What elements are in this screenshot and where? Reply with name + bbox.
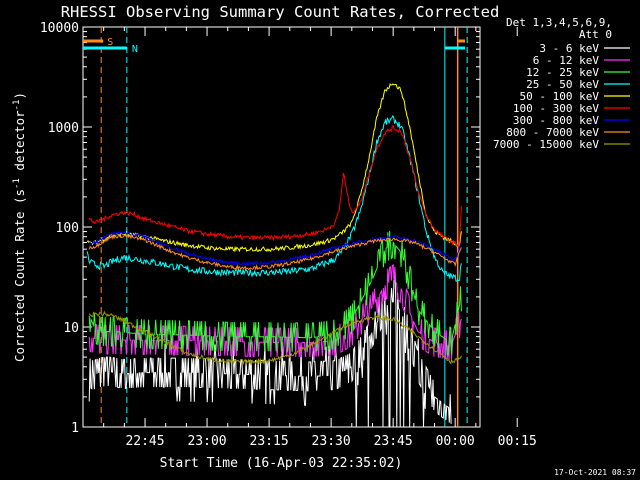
- series-line: [88, 233, 462, 271]
- legend-label: 3 - 6 keV: [539, 42, 599, 55]
- y-tick-label: 10: [63, 321, 79, 336]
- y-axis-label-mid: detector: [12, 110, 27, 178]
- x-tick-label: 22:45: [125, 434, 164, 449]
- y-tick-label: 1000: [48, 121, 79, 136]
- legend-label: 800 - 7000 keV: [506, 126, 599, 139]
- legend-label: 300 - 800 keV: [513, 114, 599, 127]
- y-axis-label-main: Corrected Count Rate (s: [12, 189, 27, 362]
- legend-header-line2: Att 0: [579, 28, 612, 41]
- night-label: N: [132, 44, 138, 55]
- series-line: [88, 310, 462, 366]
- y-tick-label: 100: [56, 221, 79, 236]
- series-line: [88, 124, 462, 248]
- y-tick-label: 1: [71, 421, 79, 436]
- legend-label: 100 - 300 keV: [513, 102, 599, 115]
- chart-title: RHESSI Observing Summary Count Rates, Co…: [61, 3, 500, 21]
- series-line: [86, 114, 462, 282]
- y-axis-label-sup2: -1: [12, 100, 22, 111]
- legend-label: 50 - 100 keV: [520, 90, 600, 103]
- x-tick-label: 00:00: [436, 434, 475, 449]
- timestamp: 17-Oct-2021 08:37: [554, 468, 636, 477]
- legend-label: 12 - 25 keV: [526, 66, 599, 79]
- legend-label: 7000 - 15000 keV: [493, 138, 599, 151]
- series-line: [88, 272, 452, 428]
- event-markers: SN: [83, 27, 468, 427]
- series-line: [88, 230, 462, 356]
- legend-label: 25 - 50 keV: [526, 78, 599, 91]
- x-axis-label: Start Time (16-Apr-03 22:35:02): [160, 456, 403, 471]
- x-tick-label: 23:15: [250, 434, 289, 449]
- x-tick-label: 00:15: [498, 434, 537, 449]
- y-axis-label: Corrected Count Rate (s-1 detector-1): [12, 92, 27, 362]
- y-axis-label-end: ): [12, 92, 27, 100]
- x-tick-label: 23:00: [187, 434, 226, 449]
- x-tick-label: 23:45: [374, 434, 413, 449]
- x-tick-label: 23:30: [312, 434, 351, 449]
- x-ticks: 22:45 23:00 23:15 23:30 23:45 00:00 00:15: [103, 27, 537, 449]
- y-axis-label-sup1: -1: [12, 178, 22, 189]
- legend-label: 6 - 12 keV: [533, 54, 600, 67]
- y-ticks: 1 10 100 1000 10000: [40, 21, 480, 436]
- y-tick-label: 10000: [40, 21, 79, 36]
- legend-header-line1: Det 1,3,4,5,6,9,: [506, 16, 612, 29]
- series-layer: [86, 82, 462, 428]
- saa-label: S: [107, 37, 113, 48]
- svg-text:Corrected Count Rate (s-1 dete: Corrected Count Rate (s-1 detector-1): [12, 92, 27, 362]
- series-line: [89, 230, 462, 267]
